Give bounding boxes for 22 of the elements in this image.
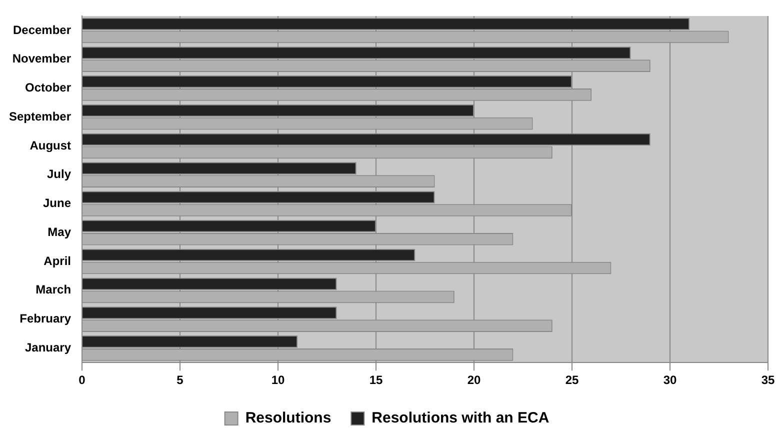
- x-tick-label: 20: [467, 373, 482, 388]
- y-tick-label: January: [24, 340, 72, 354]
- y-tick-label: October: [25, 80, 72, 95]
- y-tick-label: February: [20, 312, 72, 326]
- legend-label: Resolutions: [245, 410, 332, 427]
- x-tick-label: 5: [176, 373, 184, 388]
- x-tick-label: 35: [761, 373, 775, 388]
- y-tick-label: July: [47, 167, 72, 182]
- y-tick-label: September: [8, 109, 72, 124]
- x-tick-label: 15: [369, 373, 384, 388]
- y-tick-label: November: [12, 52, 72, 66]
- x-tick-label: 10: [271, 373, 286, 388]
- legend-label: Resolutions with an ECA: [372, 410, 550, 427]
- y-tick-label: August: [30, 138, 72, 152]
- x-tick-label: 25: [565, 373, 579, 388]
- y-tick-label: December: [12, 22, 72, 37]
- x-tick-label: 0: [78, 373, 86, 388]
- y-tick-label: April: [44, 254, 72, 268]
- y-tick-label: June: [43, 196, 72, 210]
- y-tick-label: May: [48, 224, 72, 239]
- y-tick-label: March: [36, 282, 72, 297]
- x-tick-label: 30: [663, 373, 677, 388]
